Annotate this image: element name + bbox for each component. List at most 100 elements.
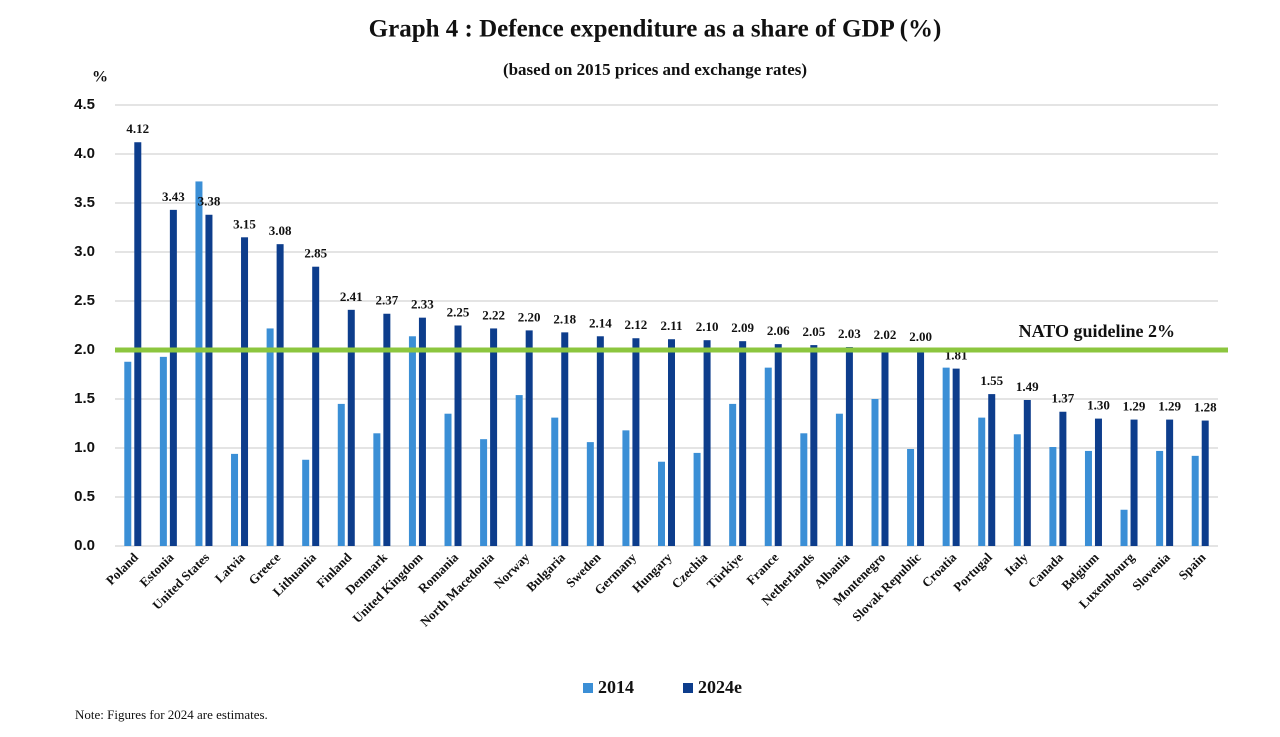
x-tick-label: Czechia [669, 549, 711, 591]
bar [1094, 418, 1102, 546]
data-label: 1.28 [1194, 400, 1217, 415]
data-label: 2.37 [375, 293, 398, 308]
bar [586, 442, 594, 546]
bar [1084, 450, 1092, 546]
x-tick-label: Poland [103, 549, 142, 588]
bar [596, 336, 604, 546]
reference-label: NATO guideline 2% [1019, 321, 1175, 341]
data-label: 1.29 [1158, 399, 1181, 414]
bar [525, 330, 533, 546]
data-label: 2.10 [696, 319, 719, 334]
bar [845, 347, 853, 546]
legend-swatch [583, 683, 593, 693]
bar [418, 317, 426, 546]
y-axis-label: % [92, 69, 108, 86]
data-label: 2.18 [553, 311, 576, 326]
x-tick-label: Latvia [212, 549, 248, 585]
data-label: 2.11 [660, 318, 682, 333]
data-label: 1.29 [1123, 399, 1146, 414]
bar [312, 266, 320, 546]
legend-label: 2014 [598, 677, 634, 697]
bar [632, 338, 640, 546]
legend-label: 2024e [698, 677, 742, 697]
y-tick-label: 2.0 [74, 341, 95, 358]
bar [124, 361, 132, 546]
bar [347, 309, 355, 546]
data-label: 2.12 [625, 317, 648, 332]
data-label: 4.12 [126, 121, 149, 136]
bar [693, 452, 701, 546]
bar [988, 394, 996, 546]
bar [703, 340, 711, 546]
x-tick-label: Bulgaria [523, 549, 568, 594]
y-tick-label: 4.0 [74, 145, 95, 162]
x-tick-label: Italy [1002, 549, 1031, 578]
bar [159, 356, 167, 546]
bar [1023, 399, 1031, 546]
data-label: 2.14 [589, 315, 612, 330]
data-label: 3.08 [269, 223, 292, 238]
data-label: 2.09 [731, 320, 754, 335]
y-tick-label: 0.5 [74, 488, 95, 505]
data-label: 2.03 [838, 326, 861, 341]
bar [1166, 419, 1174, 546]
note: Note: Figures for 2024 are estimates. [75, 707, 268, 722]
bar [1120, 509, 1128, 546]
chart-subtitle: (based on 2015 prices and exchange rates… [503, 60, 807, 79]
bar [266, 328, 274, 546]
bar [373, 433, 381, 546]
bar [668, 339, 675, 546]
bar [774, 344, 782, 546]
bar [241, 237, 249, 547]
data-label: 1.37 [1052, 391, 1075, 406]
bar [1059, 411, 1067, 546]
bar [810, 345, 818, 546]
data-label: 3.15 [233, 216, 256, 231]
bar [444, 413, 452, 546]
bar [907, 448, 915, 546]
bar [1191, 455, 1199, 546]
data-label: 2.25 [447, 304, 470, 319]
legend-swatch [683, 683, 693, 693]
y-tick-label: 3.0 [74, 243, 95, 260]
bar [835, 413, 843, 546]
bar [978, 417, 986, 546]
x-tick-label: Spain [1175, 549, 1209, 583]
bar [622, 430, 630, 546]
y-tick-label: 3.5 [74, 194, 95, 211]
bar [383, 313, 391, 546]
bar [1130, 419, 1138, 546]
bar [561, 332, 569, 546]
bar [942, 367, 950, 546]
bar [480, 439, 488, 546]
bar [1201, 420, 1209, 546]
bar [729, 403, 737, 546]
bar [337, 403, 345, 546]
chart-title: Graph 4 : Defence expenditure as a share… [369, 16, 942, 43]
x-tick-label: Slovenia [1129, 549, 1173, 593]
bar [1049, 447, 1057, 546]
y-tick-label: 4.5 [74, 96, 95, 113]
data-label: 2.22 [482, 307, 505, 322]
bar [1013, 434, 1021, 546]
y-tick-label: 1.0 [74, 439, 95, 456]
bar [551, 417, 559, 546]
data-label: 3.43 [162, 189, 185, 204]
data-label: 2.20 [518, 309, 541, 324]
x-tick-label: Türkiye [704, 549, 746, 591]
bar [1156, 450, 1164, 546]
bar [917, 350, 925, 546]
bar [302, 459, 310, 546]
bar [169, 209, 177, 547]
y-tick-label: 2.5 [74, 292, 95, 309]
bar [490, 328, 498, 546]
bar [408, 336, 416, 546]
bar [134, 142, 142, 547]
bar [515, 395, 523, 546]
bar [871, 399, 879, 546]
bar [800, 433, 808, 546]
bar [231, 453, 239, 546]
data-label: 2.33 [411, 297, 434, 312]
bar [205, 214, 213, 546]
